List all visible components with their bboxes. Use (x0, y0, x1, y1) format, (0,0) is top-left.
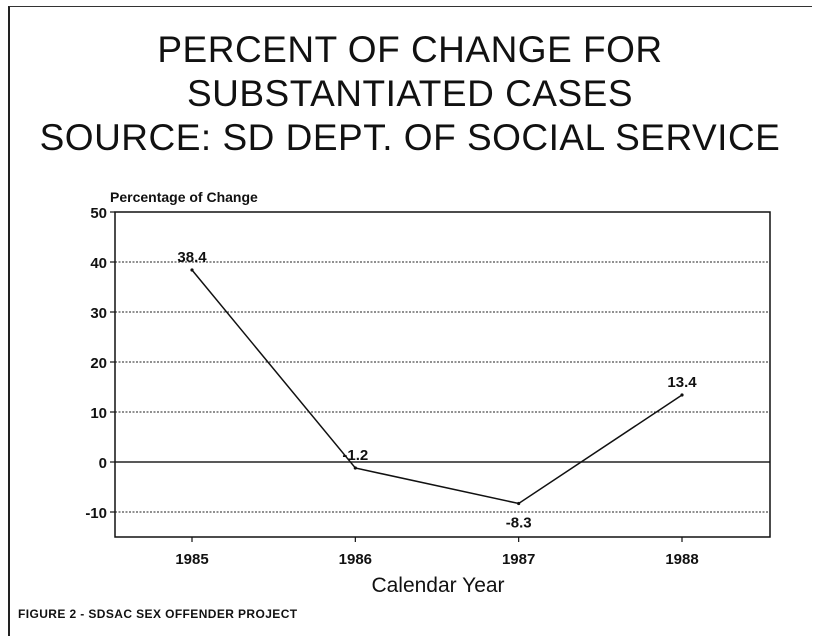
y-axis-label: Percentage of Change (110, 189, 258, 205)
data-label: 38.4 (177, 249, 207, 266)
figure-frame (8, 6, 812, 636)
x-tick-label: 1987 (502, 551, 535, 568)
y-tick-label: 0 (99, 455, 107, 472)
gridlines (115, 261, 770, 513)
data-point (190, 268, 194, 272)
plot-area (114, 211, 771, 538)
data-label: 13.4 (667, 374, 697, 391)
y-tick-label: -10 (85, 505, 107, 522)
y-tick-label: 20 (90, 355, 107, 372)
data-label: -8.3 (506, 515, 532, 532)
title-line-1: PERCENT OF CHANGE FOR (157, 29, 663, 70)
x-axis-label: Calendar Year (371, 574, 504, 597)
data-point (680, 393, 684, 397)
title-line-3: SOURCE: SD DEPT. OF SOCIAL SERVICE (39, 117, 781, 158)
y-axis: 50 40 30 20 10 0 -10 (85, 205, 115, 522)
title-line-2: SUBSTANTIATED CASES (186, 73, 634, 114)
y-tick-label: 40 (90, 255, 107, 272)
series-line (191, 269, 683, 505)
x-tick-label: 1985 (175, 551, 208, 568)
y-tick-label: 50 (90, 205, 107, 222)
data-point (353, 466, 357, 470)
data-labels: 38.4 -1.2 -8.3 13.4 (177, 249, 697, 532)
x-tick-label: 1988 (665, 551, 698, 568)
data-label: -1.2 (342, 447, 368, 464)
x-axis: 1985 1986 1987 1988 (175, 537, 699, 568)
figure-caption: FIGURE 2 - SDSAC SEX OFFENDER PROJECT (18, 607, 298, 621)
x-tick-label: 1986 (339, 551, 372, 568)
y-tick-label: 10 (90, 405, 107, 422)
y-tick-label: 30 (90, 305, 107, 322)
data-point (517, 501, 521, 506)
chart-title: PERCENT OF CHANGE FOR SUBSTANTIATED CASE… (0, 28, 820, 160)
series (190, 268, 684, 506)
